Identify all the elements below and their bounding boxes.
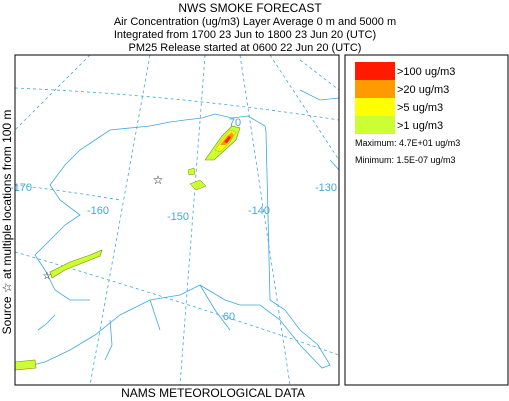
graticule-label: 60 [223,311,235,323]
legend-swatch [355,116,395,134]
graticule-label: -150 [167,211,189,223]
graticule-label: -170 [10,182,32,194]
legend-maximum: Maximum: 4.7E+01 ug/m3 [355,138,460,148]
graticule-label: -140 [248,205,270,217]
coastline [19,113,331,369]
legend-swatch [355,80,395,98]
graticule-label: -160 [87,205,109,217]
graticule-label: 70 [229,117,241,129]
legend-label: >5 ug/m3 [397,102,443,114]
source-label: Source ☆ at multiple locations from 100 … [0,110,14,335]
footer: NAMS METEOROLOGICAL DATA [121,386,305,400]
legend-frame [344,54,509,386]
subtitle: Integrated from 1700 23 Jun to 1800 23 J… [114,29,376,41]
svg-text:☆: ☆ [43,271,52,282]
title: NWS SMOKE FORECAST [178,1,322,15]
legend-minimum: Minimum: 1.5E-07 ug/m3 [355,155,456,165]
smoke: ☆ ☆ [14,125,241,371]
coastline [299,89,339,171]
graticule-label: -130 [315,182,337,194]
subtitle: PM25 Release started at 0600 22 Jun 20 (… [129,42,362,54]
map-frame [14,54,340,386]
legend-label: >20 ug/m3 [397,84,449,96]
svg-text:☆: ☆ [153,173,164,187]
graticule [15,55,339,385]
legend: Maximum: 4.7E+01 ug/m3 Minimum: 1.5E-07 … [344,54,509,386]
legend-swatch [355,98,395,116]
subtitle: Air Concentration (ug/m3) Layer Average … [114,16,396,28]
legend-label: >100 ug/m3 [397,66,455,78]
legend-label: >1 ug/m3 [397,120,443,132]
legend-swatch [355,62,395,80]
map: ☆ ☆ -170 -160 -150 -140 -130 70 60 [10,54,340,386]
